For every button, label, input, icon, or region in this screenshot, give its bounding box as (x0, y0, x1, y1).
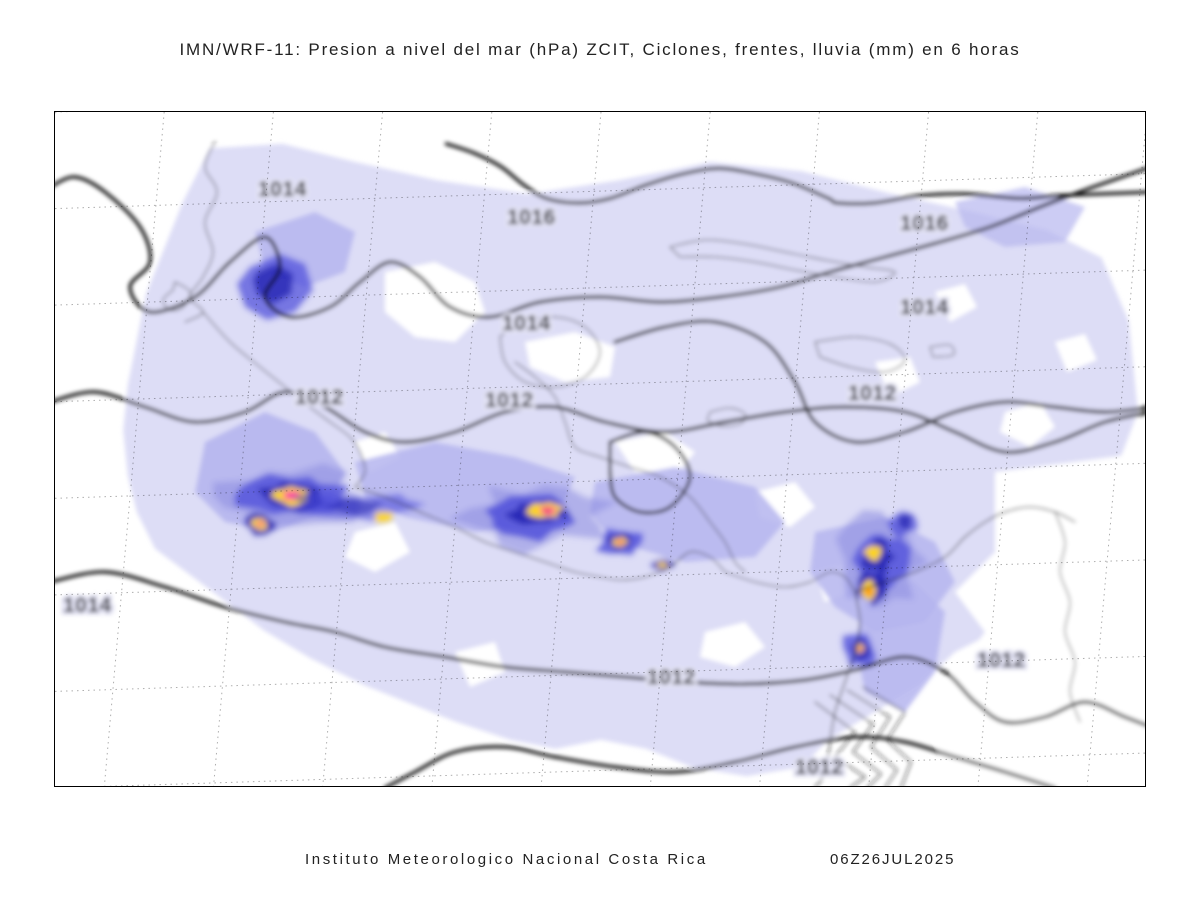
svg-text:1012: 1012 (848, 382, 897, 405)
svg-text:1012: 1012 (977, 649, 1026, 672)
svg-text:1014: 1014 (900, 296, 949, 319)
svg-text:1014: 1014 (63, 594, 112, 617)
svg-text:1012: 1012 (485, 389, 534, 412)
svg-text:1016: 1016 (507, 206, 556, 229)
svg-text:1016: 1016 (900, 212, 949, 235)
svg-text:1012: 1012 (795, 756, 844, 779)
svg-text:1012: 1012 (295, 386, 344, 409)
svg-text:1014: 1014 (258, 178, 307, 201)
svg-text:1012: 1012 (647, 666, 696, 689)
svg-text:1014: 1014 (502, 312, 551, 335)
